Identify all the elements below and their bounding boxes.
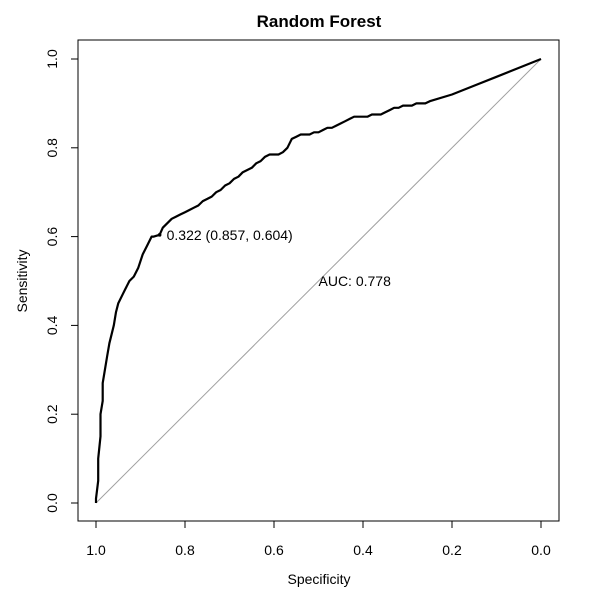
- threshold-point: [157, 233, 162, 237]
- y-tick-label: 0.6: [44, 227, 60, 247]
- x-tick-label: 0.6: [264, 542, 284, 558]
- x-axis: 1.0 0.8 0.6 0.4 0.2 0.0: [86, 520, 551, 558]
- y-axis: 0.0 0.2 0.4 0.6 0.8 1.0: [44, 49, 79, 513]
- threshold-annotation: 0.322 (0.857, 0.604): [167, 227, 293, 243]
- y-tick-label: 0.4: [44, 315, 60, 335]
- x-tick-label: 1.0: [86, 542, 106, 558]
- reference-diagonal: [95, 58, 542, 504]
- x-tick-label: 0.0: [531, 542, 551, 558]
- y-tick-label: 0.0: [44, 493, 60, 513]
- chart-title: Random Forest: [257, 12, 382, 31]
- y-tick-label: 0.2: [44, 404, 60, 424]
- y-tick-label: 0.8: [44, 138, 60, 158]
- x-tick-label: 0.2: [442, 542, 462, 558]
- roc-curve: [94, 57, 542, 503]
- y-axis-label: Sensitivity: [14, 249, 30, 312]
- x-tick-label: 0.4: [353, 542, 373, 558]
- y-tick-label: 1.0: [44, 49, 60, 69]
- x-tick-label: 0.8: [175, 542, 195, 558]
- annotation-layer: 0.322 (0.857, 0.604) AUC: 0.778: [157, 227, 392, 289]
- x-axis-label: Specificity: [287, 571, 350, 587]
- auc-annotation: AUC: 0.778: [319, 273, 392, 289]
